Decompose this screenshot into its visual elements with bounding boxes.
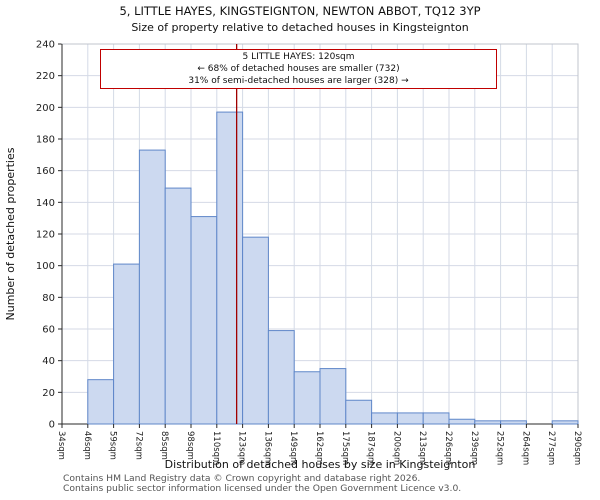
x-tick-label: 264sqm xyxy=(520,431,530,465)
x-tick-label: 252sqm xyxy=(495,431,505,465)
x-tick-label: 72sqm xyxy=(133,431,143,460)
y-tick-label: 100 xyxy=(36,261,55,272)
y-tick-label: 40 xyxy=(42,356,55,367)
x-tick-label: 34sqm xyxy=(56,431,66,460)
x-tick-label: 46sqm xyxy=(82,431,92,460)
histogram-bar xyxy=(319,368,347,425)
histogram-bar xyxy=(190,216,218,425)
x-tick-label: 149sqm xyxy=(288,431,298,465)
y-tick-label: 160 xyxy=(36,166,55,177)
x-tick-label: 187sqm xyxy=(366,431,376,465)
x-tick-label: 226sqm xyxy=(443,431,453,465)
chart-title: 5, LITTLE HAYES, KINGSTEIGNTON, NEWTON A… xyxy=(119,4,481,18)
x-axis-label: Distribution of detached houses by size … xyxy=(165,458,476,471)
histogram-bar xyxy=(216,111,244,425)
annotation-box: 5 LITTLE HAYES: 120sqm ← 68% of detached… xyxy=(100,49,497,89)
histogram-bar xyxy=(396,412,424,425)
histogram-bar xyxy=(371,412,398,425)
x-tick-label: 123sqm xyxy=(237,431,247,465)
x-tick-label: 213sqm xyxy=(417,431,427,465)
annotation-line-2: ← 68% of detached houses are smaller (73… xyxy=(197,64,400,74)
histogram-bar xyxy=(267,330,295,425)
y-tick-label: 120 xyxy=(36,230,55,241)
histogram-bar xyxy=(293,371,321,425)
chart-subtitle: Size of property relative to detached ho… xyxy=(131,21,469,34)
y-tick-label: 80 xyxy=(42,293,55,304)
histogram-bar xyxy=(500,420,527,425)
histogram-bar xyxy=(422,412,450,425)
y-tick-label: 240 xyxy=(36,40,55,51)
histogram-bar xyxy=(242,236,269,425)
x-tick-label: 290sqm xyxy=(572,431,582,465)
y-axis-label: Number of detached properties xyxy=(4,147,17,320)
histogram-bar xyxy=(164,187,192,425)
x-tick-label: 175sqm xyxy=(340,431,350,465)
histogram-bar xyxy=(474,420,502,425)
y-tick-label: 220 xyxy=(36,71,55,82)
y-tick-label: 20 xyxy=(42,388,55,399)
footer-line-1: Contains HM Land Registry data © Crown c… xyxy=(63,473,421,484)
x-tick-label: 85sqm xyxy=(159,431,169,460)
x-tick-label: 98sqm xyxy=(185,431,195,460)
histogram-bar xyxy=(551,420,579,425)
histogram-bar xyxy=(448,418,476,425)
footer-line-2: Contains public sector information licen… xyxy=(63,483,462,494)
x-tick-label: 277sqm xyxy=(546,431,556,465)
histogram-bar xyxy=(87,379,115,425)
x-tick-label: 239sqm xyxy=(469,431,479,465)
annotation-line-1: 5 LITTLE HAYES: 120sqm xyxy=(242,52,355,62)
x-tick-label: 110sqm xyxy=(211,431,221,465)
x-tick-label: 162sqm xyxy=(314,431,324,465)
x-tick-label: 136sqm xyxy=(262,431,272,465)
y-tick-label: 180 xyxy=(36,135,55,146)
y-tick-label: 140 xyxy=(36,198,55,209)
annotation-line-3: 31% of semi-detached houses are larger (… xyxy=(188,76,409,86)
y-tick-label: 0 xyxy=(49,420,55,431)
y-tick-label: 200 xyxy=(36,103,55,114)
x-tick-label: 200sqm xyxy=(391,431,401,465)
histogram-bar xyxy=(138,149,166,425)
y-tick-label: 60 xyxy=(42,325,55,336)
histogram-bar xyxy=(113,263,140,425)
histogram-bar xyxy=(345,399,373,425)
x-tick-label: 59sqm xyxy=(108,431,118,460)
